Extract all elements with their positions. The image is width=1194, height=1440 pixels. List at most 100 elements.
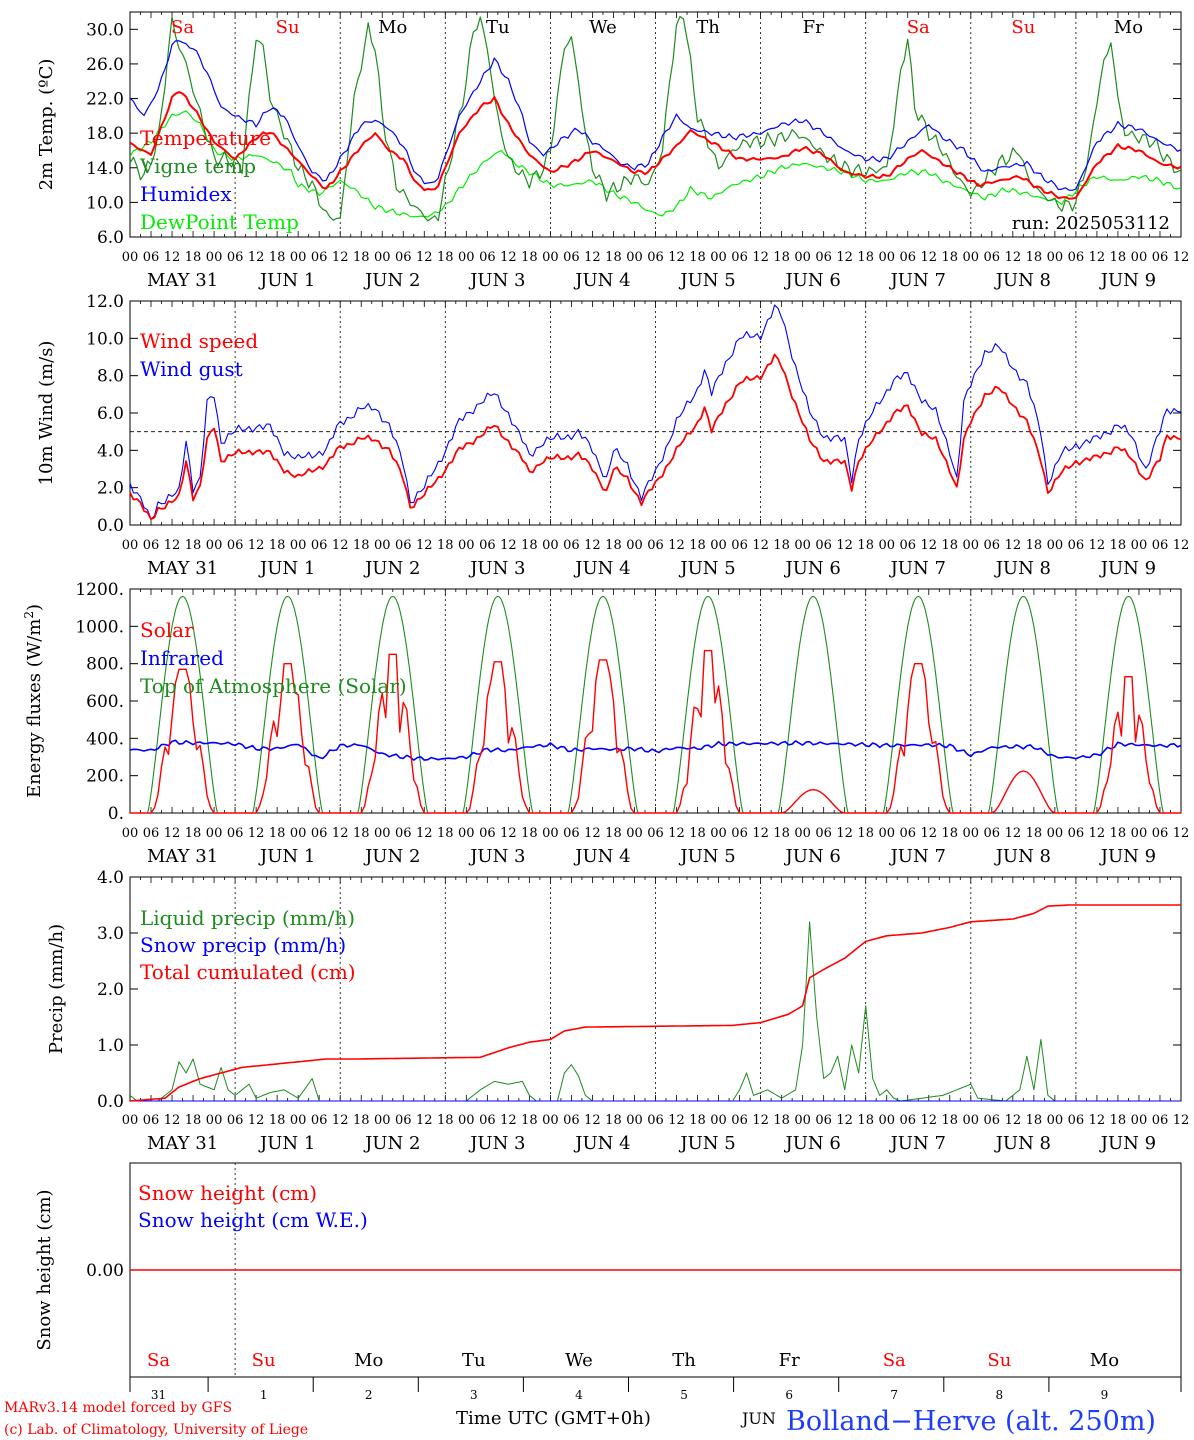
day-number: 4 bbox=[575, 1388, 583, 1402]
hour-tick-label: 18 bbox=[185, 538, 202, 553]
date-label: JUN 2 bbox=[363, 558, 420, 579]
hour-tick-label: 12 bbox=[332, 826, 349, 841]
date-label: JUN 6 bbox=[783, 1133, 840, 1154]
hour-tick-label: 06 bbox=[1068, 1113, 1085, 1128]
series-line bbox=[130, 110, 1181, 218]
hour-tick-label: 06 bbox=[563, 1113, 580, 1128]
hour-tick-label: 00 bbox=[963, 250, 980, 265]
series-line bbox=[129, 304, 1182, 520]
hour-tick-label: 18 bbox=[942, 826, 959, 841]
hour-tick-label: 00 bbox=[542, 1113, 559, 1128]
legend-entry: Wind speed bbox=[140, 329, 258, 353]
legend-entry: Liquid precip (mm/h) bbox=[140, 906, 355, 930]
hour-tick-label: 06 bbox=[731, 538, 748, 553]
hour-tick-label: 18 bbox=[857, 826, 874, 841]
y-tick-label: 400. bbox=[86, 729, 124, 749]
date-label: JUN 2 bbox=[363, 1133, 420, 1154]
hour-tick-label: 00 bbox=[206, 250, 223, 265]
y-tick-label: 1.0 bbox=[97, 1036, 124, 1056]
hour-tick-label: 12 bbox=[332, 250, 349, 265]
hour-tick-label: 12 bbox=[332, 538, 349, 553]
hour-tick-label: 06 bbox=[899, 1113, 916, 1128]
hour-tick-label: 06 bbox=[143, 1113, 160, 1128]
date-label: JUN 3 bbox=[468, 558, 525, 579]
credit-line1: MARv3.14 model forced by GFS bbox=[4, 1400, 232, 1416]
y-tick-label: 0.00 bbox=[86, 1261, 124, 1281]
date-label: JUN 8 bbox=[994, 1133, 1051, 1154]
hour-tick-label: 06 bbox=[479, 1113, 496, 1128]
date-label: JUN 4 bbox=[573, 270, 630, 291]
hour-tick-label: 18 bbox=[857, 250, 874, 265]
hour-tick-label: 12 bbox=[248, 826, 265, 841]
y-tick-label: 1000. bbox=[75, 617, 124, 637]
hour-tick-label: 18 bbox=[269, 250, 286, 265]
hour-tick-label: 18 bbox=[185, 250, 202, 265]
hour-tick-label: 06 bbox=[395, 250, 412, 265]
hour-tick-label: 12 bbox=[836, 250, 853, 265]
hour-tick-label: 12 bbox=[500, 1113, 517, 1128]
weekday-label: Su bbox=[1011, 17, 1035, 38]
hour-tick-label: 00 bbox=[374, 538, 391, 553]
weekday-label: Sa bbox=[171, 17, 194, 38]
hour-tick-label: 12 bbox=[1089, 1113, 1106, 1128]
energy-panel: 0. 200. 400. 600. 800. 1000. 1200. Energy fluxe… bbox=[22, 580, 1189, 867]
weekday-label: Sa bbox=[147, 1350, 170, 1371]
hour-tick-label: 12 bbox=[668, 826, 685, 841]
hour-tick-label: 18 bbox=[269, 1113, 286, 1128]
y-tick-label: 3.0 bbox=[97, 924, 124, 944]
hour-tick-label: 00 bbox=[710, 826, 727, 841]
hour-tick-label: 06 bbox=[731, 826, 748, 841]
weekday-label: Fr bbox=[803, 17, 824, 38]
hour-tick-label: 12 bbox=[752, 538, 769, 553]
day-number: 1 bbox=[260, 1388, 268, 1402]
hour-tick-label: 00 bbox=[458, 250, 475, 265]
hour-tick-label: 18 bbox=[689, 1113, 706, 1128]
hour-tick-label: 06 bbox=[563, 826, 580, 841]
hour-tick-label: 12 bbox=[1173, 1113, 1190, 1128]
date-label: MAY 31 bbox=[147, 558, 218, 579]
hour-tick-label: 12 bbox=[1005, 538, 1022, 553]
y-tick-label: 200. bbox=[86, 767, 124, 787]
hour-tick-label: 06 bbox=[899, 538, 916, 553]
date-label: JUN 7 bbox=[889, 270, 946, 291]
hour-tick-label: 00 bbox=[542, 826, 559, 841]
series-line bbox=[130, 40, 1181, 191]
hour-tick-label: 12 bbox=[668, 538, 685, 553]
closing-paren: ) bbox=[24, 604, 45, 611]
date-label: JUN 1 bbox=[258, 270, 315, 291]
hour-tick-label: 18 bbox=[521, 538, 538, 553]
hour-tick-label: 12 bbox=[500, 538, 517, 553]
hour-tick-label: 12 bbox=[920, 826, 937, 841]
month-label: JUN bbox=[740, 1409, 776, 1428]
hour-tick-label: 00 bbox=[206, 538, 223, 553]
hour-tick-label: 12 bbox=[416, 250, 433, 265]
weekday-label: Tu bbox=[486, 17, 510, 38]
legend-entry: Snow height (cm W.E.) bbox=[138, 1208, 368, 1232]
hour-tick-label: 06 bbox=[227, 538, 244, 553]
weekday-label: Th bbox=[696, 17, 720, 38]
hour-tick-label: 06 bbox=[1068, 538, 1085, 553]
y-axis-label: Snow height (cm) bbox=[34, 1189, 55, 1350]
day-number: 3 bbox=[470, 1388, 478, 1402]
y-tick-label: 14.0 bbox=[86, 159, 124, 179]
hour-tick-label: 06 bbox=[1068, 250, 1085, 265]
hour-tick-label: 12 bbox=[1173, 826, 1190, 841]
hour-tick-label: 12 bbox=[1089, 250, 1106, 265]
date-label: JUN 2 bbox=[363, 270, 420, 291]
hour-tick-label: 00 bbox=[878, 250, 895, 265]
hour-tick-label: 12 bbox=[500, 250, 517, 265]
weekday-label: Th bbox=[672, 1350, 696, 1371]
date-label: JUN 9 bbox=[1099, 846, 1156, 867]
day-number: 7 bbox=[890, 1388, 898, 1402]
hour-tick-label: 00 bbox=[710, 250, 727, 265]
hour-tick-label: 06 bbox=[815, 538, 832, 553]
hour-tick-label: 12 bbox=[920, 1113, 937, 1128]
day-number: 9 bbox=[1101, 1388, 1109, 1402]
hour-tick-label: 06 bbox=[731, 1113, 748, 1128]
hour-tick-label: 06 bbox=[395, 826, 412, 841]
y-tick-label: 0.0 bbox=[97, 1092, 124, 1112]
y-tick-label: 10.0 bbox=[86, 329, 124, 349]
hour-tick-label: 18 bbox=[269, 826, 286, 841]
y-tick-label: 0.0 bbox=[97, 516, 124, 536]
legend-entry: Snow height (cm) bbox=[138, 1181, 317, 1205]
